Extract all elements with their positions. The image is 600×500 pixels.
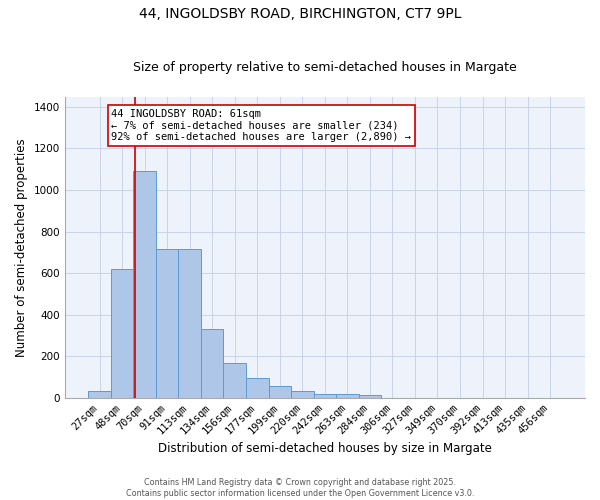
Bar [133,172,156,398]
Bar [269,386,291,398]
Bar [178,250,201,398]
Bar [359,395,381,398]
Bar [111,269,133,398]
Text: 44 INGOLDSBY ROAD: 61sqm
← 7% of semi-detached houses are smaller (234)
92% of s: 44 INGOLDSBY ROAD: 61sqm ← 7% of semi-de… [111,109,411,142]
Title: Size of property relative to semi-detached houses in Margate: Size of property relative to semi-detach… [133,62,517,74]
Text: 44, INGOLDSBY ROAD, BIRCHINGTON, CT7 9PL: 44, INGOLDSBY ROAD, BIRCHINGTON, CT7 9PL [139,8,461,22]
Bar [201,330,223,398]
Bar [336,394,359,398]
Bar [291,390,314,398]
Bar [88,390,111,398]
Bar [246,378,269,398]
X-axis label: Distribution of semi-detached houses by size in Margate: Distribution of semi-detached houses by … [158,442,492,455]
Bar [223,362,246,398]
Y-axis label: Number of semi-detached properties: Number of semi-detached properties [15,138,28,356]
Text: Contains HM Land Registry data © Crown copyright and database right 2025.
Contai: Contains HM Land Registry data © Crown c… [126,478,474,498]
Bar [314,394,336,398]
Bar [156,250,178,398]
